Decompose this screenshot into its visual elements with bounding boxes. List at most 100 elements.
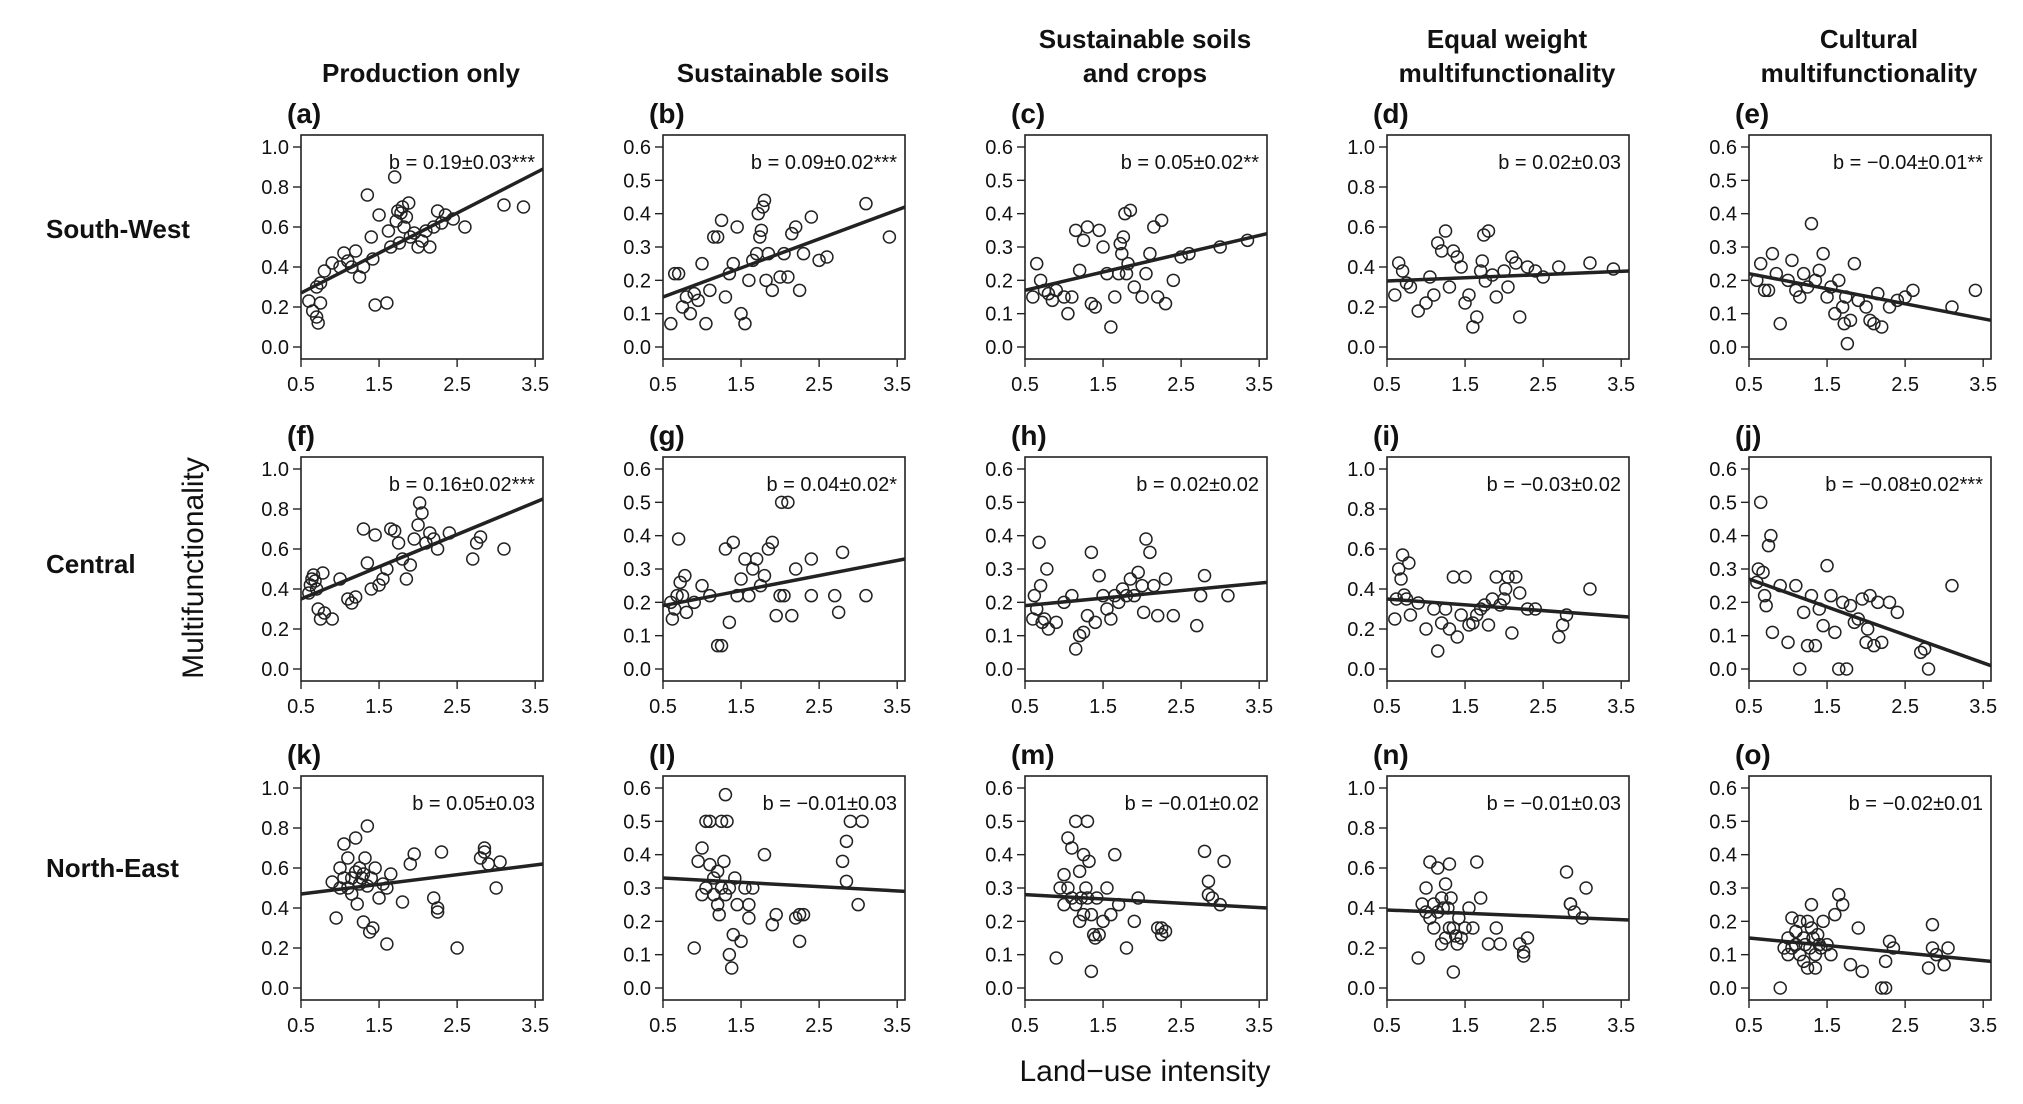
column-title-line: Sustainable soils (1039, 24, 1251, 54)
row-title-south-west: South-West (46, 214, 190, 244)
y-tick-label: 0.2 (623, 592, 651, 614)
x-tick-label: 2.5 (1891, 374, 1919, 396)
data-point (1113, 236, 1127, 251)
y-tick-label: 0.4 (1347, 579, 1375, 601)
data-point (1812, 263, 1827, 278)
y-tick-label: 0.0 (1709, 659, 1737, 681)
column-title-equal-weight: Equal weight multifunctionality (1399, 24, 1616, 88)
data-point (1489, 921, 1504, 935)
x-tick-label: 1.5 (1813, 696, 1841, 718)
data-point (1516, 945, 1531, 959)
data-point (1026, 290, 1040, 304)
data-point (430, 901, 445, 915)
panel-j: (j) 0.0 0.1 0.2 0.3 0.4 0.5 0.6 0.5 1.5 2.5 3.5 b = … (1709, 420, 1997, 718)
x-tick-label: 2.5 (1891, 696, 1919, 718)
column-title-production-only: Production only (322, 58, 520, 88)
data-point (1127, 914, 1142, 929)
data-point (1057, 897, 1071, 912)
y-tick-label: 0.1 (623, 304, 651, 326)
data-point (1937, 957, 1951, 972)
y-tick-label: 0.6 (1347, 217, 1375, 239)
slope-annotation: b = −0.01±0.03 (763, 793, 897, 815)
data-point (1921, 662, 1936, 676)
data-point (1851, 921, 1866, 935)
data-point (481, 857, 496, 871)
y-tick-label: 0.5 (623, 170, 651, 192)
data-point (1150, 290, 1165, 304)
data-point (1481, 618, 1496, 632)
data-point (1757, 283, 1772, 298)
data-point (1796, 266, 1811, 281)
data-point (1147, 578, 1161, 593)
panel-frame (1386, 775, 1630, 1001)
y-tick-label: 0.2 (261, 297, 289, 319)
data-point (1442, 622, 1457, 636)
data-point (1084, 296, 1099, 311)
data-point (757, 568, 772, 583)
y-tick-label: 0.4 (985, 526, 1013, 548)
data-point (415, 506, 429, 520)
data-point (1174, 250, 1188, 264)
data-point (1470, 310, 1484, 324)
data-point (1863, 588, 1877, 603)
data-point (1395, 548, 1410, 562)
y-tick-label: 0.2 (623, 270, 651, 292)
data-point (831, 605, 846, 620)
x-tick-label: 1.5 (1089, 696, 1117, 718)
data-point (777, 588, 791, 603)
data-point (1466, 921, 1480, 935)
data-point (1874, 635, 1889, 650)
panel-label: (e) (1735, 98, 1769, 129)
panel-label: (i) (1373, 420, 1399, 451)
data-point (1559, 865, 1574, 879)
data-point (1391, 256, 1406, 270)
data-point (1123, 203, 1138, 218)
data-point (1411, 951, 1425, 965)
data-point (687, 286, 701, 301)
data-point (1489, 290, 1504, 304)
x-tick-label: 0.5 (1011, 1015, 1039, 1037)
data-point (683, 306, 698, 321)
data-point (788, 911, 803, 925)
data-point (1509, 256, 1523, 270)
data-point (1166, 273, 1181, 288)
data-point (1867, 638, 1881, 653)
data-point (751, 206, 765, 221)
data-point (714, 638, 729, 653)
data-point (728, 871, 742, 885)
data-point (1796, 605, 1811, 620)
data-point (1068, 642, 1083, 656)
y-tick-label: 0.5 (985, 492, 1013, 514)
data-point (1835, 897, 1850, 912)
x-tick-label: 2.5 (1167, 374, 1195, 396)
data-point (1205, 891, 1220, 905)
data-point (430, 905, 445, 919)
data-point (1840, 336, 1855, 351)
data-point (859, 196, 873, 211)
data-point (1446, 570, 1461, 584)
y-tick-label: 0.6 (985, 459, 1013, 481)
y-tick-label: 0.4 (623, 204, 651, 226)
data-point (368, 528, 382, 542)
y-tick-label: 0.4 (261, 579, 289, 601)
data-point (368, 861, 382, 875)
y-tick-label: 0.5 (1709, 170, 1737, 192)
data-point (1166, 608, 1181, 623)
data-point (1792, 947, 1807, 962)
data-point (1082, 854, 1096, 869)
data-point (714, 814, 729, 829)
data-point (1847, 256, 1862, 271)
data-point (1808, 961, 1823, 975)
data-point (756, 200, 770, 214)
data-point (781, 495, 795, 510)
data-point (1391, 562, 1406, 576)
data-point (757, 847, 772, 862)
panel-label: (g) (649, 420, 685, 451)
data-point (1816, 618, 1830, 633)
x-tick-label: 0.5 (1373, 1015, 1401, 1037)
data-point (726, 927, 741, 942)
x-tick-label: 3.5 (1245, 374, 1273, 396)
data-point (1131, 891, 1145, 905)
y-tick-label: 0.1 (1709, 304, 1737, 326)
x-tick-label: 2.5 (1891, 1015, 1919, 1037)
